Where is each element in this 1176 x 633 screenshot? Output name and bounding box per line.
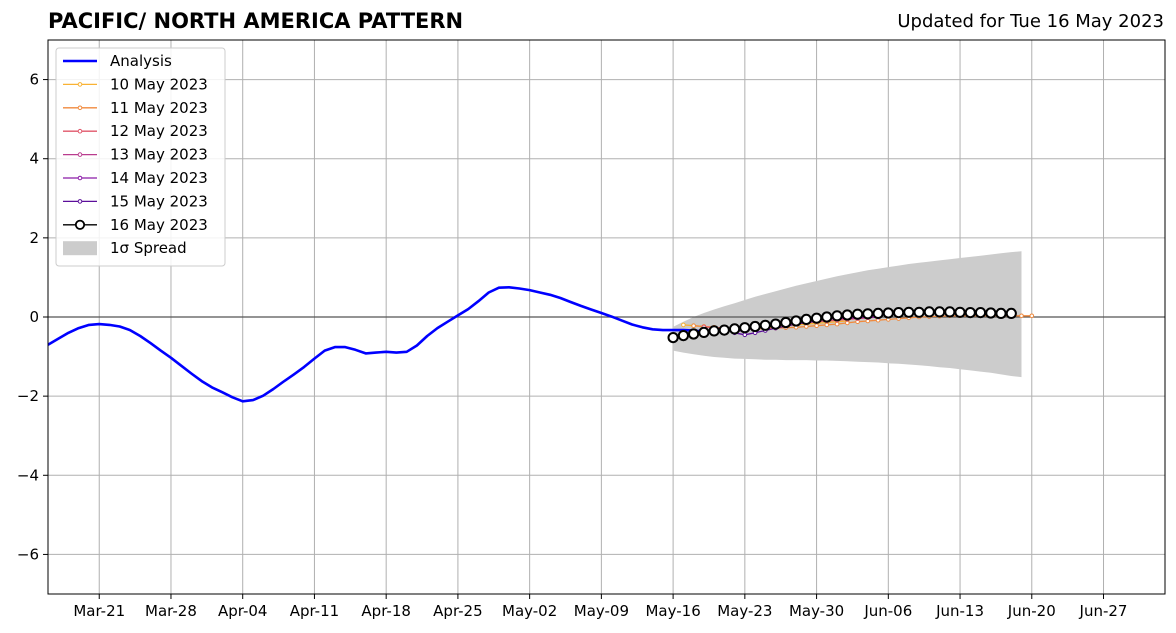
forecast-point	[1005, 307, 1017, 319]
legend-label: 1σ Spread	[110, 239, 187, 257]
forecast-point	[893, 307, 905, 319]
forecast-point	[749, 320, 761, 333]
legend-label: 14 May 2023	[110, 169, 208, 187]
forecast-point	[954, 306, 966, 318]
x-tick-label: Apr-04	[218, 602, 268, 620]
forecast-point	[804, 324, 809, 329]
x-tick-label: Apr-11	[290, 602, 340, 620]
y-tick-label: 4	[29, 150, 39, 168]
legend-swatch	[63, 241, 97, 256]
forecast-point	[729, 323, 741, 335]
x-tick-label: May-16	[645, 602, 700, 620]
legend: Analysis 10 May 2023 11 May 2023 12 May 202…	[55, 47, 226, 267]
forecast-point	[780, 316, 792, 329]
legend-marker	[77, 82, 83, 87]
legend-label: 11 May 2023	[110, 99, 208, 117]
forecast-point	[698, 326, 710, 338]
legend-marker	[77, 105, 83, 111]
legend-marker	[77, 128, 83, 134]
y-tick-label: −2	[17, 387, 39, 405]
forecast-point	[862, 308, 874, 320]
updated-date: Updated for Tue 16 May 2023	[897, 11, 1164, 32]
x-tick-label: May-09	[574, 602, 629, 620]
forecast-point	[759, 319, 771, 331]
forecast-point	[1019, 313, 1024, 319]
analysis-line	[48, 285, 715, 403]
forecast-point	[944, 306, 956, 318]
forecast-point	[882, 307, 894, 319]
forecast-point	[964, 307, 976, 319]
x-tick-label: Jun-27	[1079, 602, 1128, 620]
forecast-point	[681, 322, 686, 328]
forecast-point	[985, 307, 997, 319]
forecast-point	[800, 313, 812, 325]
x-tick-label: May-30	[789, 602, 844, 620]
forecast-point	[790, 315, 802, 327]
forecast-point	[770, 318, 782, 330]
forecast-point	[677, 330, 690, 342]
x-tick-label: May-02	[502, 602, 557, 620]
forecast-point	[814, 323, 819, 329]
legend-label: 16 May 2023	[110, 216, 208, 234]
forecast-point	[691, 323, 696, 329]
forecast-point	[1029, 313, 1035, 319]
forecast-point	[903, 306, 915, 318]
forecast-point	[923, 306, 935, 318]
x-tick-label: Apr-25	[433, 602, 483, 620]
forecast-point	[688, 328, 700, 340]
forecast-point	[667, 332, 679, 344]
x-tick-label: Apr-18	[361, 602, 411, 620]
forecast-point	[841, 309, 853, 321]
x-tick-label: Mar-28	[145, 602, 197, 620]
forecast-point	[934, 306, 946, 318]
legend-label: 12 May 2023	[110, 122, 208, 140]
forecast-point	[974, 307, 987, 319]
legend-label: 13 May 2023	[110, 146, 208, 164]
legend-marker	[77, 175, 83, 181]
forecast-point	[739, 322, 751, 334]
x-tick-label: May-23	[717, 602, 772, 620]
forecast-point	[913, 306, 925, 318]
forecast-point	[811, 312, 823, 324]
forecast-point	[824, 322, 830, 328]
legend-label: 10 May 2023	[110, 75, 208, 93]
plot-area	[48, 251, 1165, 403]
chart-title: PACIFIC/ NORTH AMERICA PATTERN	[48, 9, 464, 33]
forecast-point	[852, 308, 864, 320]
y-tick-label: 6	[29, 71, 39, 89]
forecast-point	[718, 324, 730, 336]
legend-marker	[74, 219, 86, 230]
legend-label: 15 May 2023	[110, 192, 208, 210]
forecast-point	[821, 311, 833, 323]
x-tick-label: Mar-21	[73, 602, 125, 620]
x-tick-label: Jun-20	[1007, 602, 1056, 620]
forecast-point	[831, 310, 843, 322]
x-tick-label: Jun-13	[935, 602, 984, 620]
legend-box	[55, 47, 226, 267]
forecast-point	[834, 321, 840, 327]
legend-marker	[77, 152, 83, 157]
forecast-point	[872, 307, 884, 319]
y-tick-label: 2	[29, 229, 39, 247]
forecast-point	[995, 307, 1007, 319]
forecast-point	[708, 325, 720, 337]
legend-marker	[77, 199, 83, 204]
y-tick-label: −4	[17, 466, 39, 484]
legend-label: Analysis	[110, 52, 172, 70]
y-tick-label: 0	[29, 308, 39, 326]
forecast-point	[742, 332, 748, 338]
y-tick-label: −6	[17, 545, 39, 563]
x-tick-label: Jun-06	[863, 602, 912, 620]
